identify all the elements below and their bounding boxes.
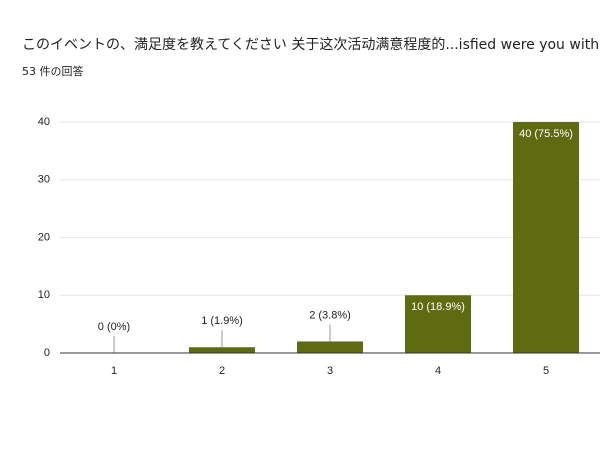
chart-title: このイベントの、満足度を教えてください 关于这次活动满意程度的...isfied… [22,36,600,53]
y-tick-label: 10 [38,289,50,301]
x-tick-label: 5 [543,365,549,377]
x-tick-label: 4 [435,365,441,377]
x-tick-label: 1 [111,365,117,377]
x-tick-label: 3 [327,365,333,377]
data-label: 10 (18.9%) [411,301,465,313]
x-tick-label: 2 [219,365,225,377]
bar [189,347,255,353]
bar [297,341,363,353]
y-tick-label: 30 [38,174,50,186]
data-label: 1 (1.9%) [201,315,243,327]
chart-subtitle: 53 件の回答 [22,64,84,78]
data-label: 2 (3.8%) [309,309,351,321]
y-tick-label: 20 [38,231,50,243]
bar [405,295,471,353]
data-label: 40 (75.5%) [519,128,573,140]
y-tick-label: 40 [38,116,50,128]
data-label: 0 (0%) [98,321,130,333]
bar [513,122,579,353]
y-tick-label: 0 [44,347,50,359]
